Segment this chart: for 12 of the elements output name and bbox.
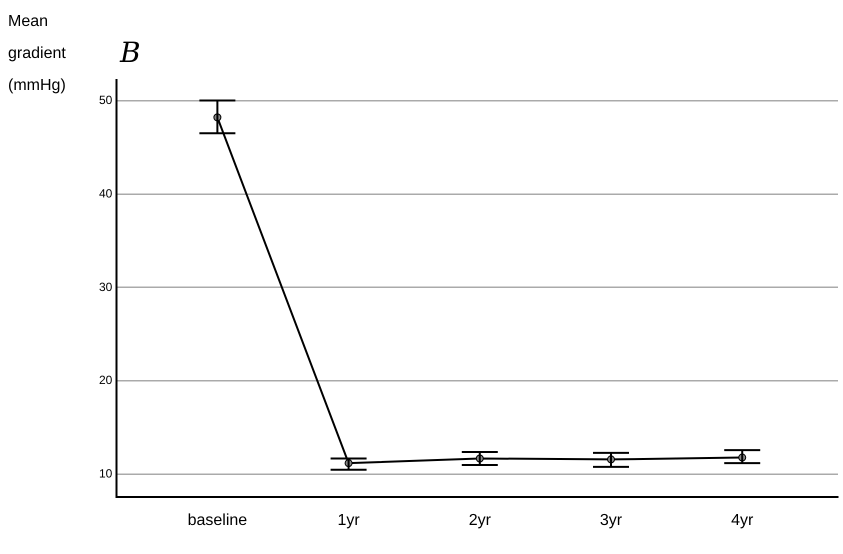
y-tick-label: 50 xyxy=(98,92,113,107)
x-tick-label: 3yr xyxy=(600,512,623,529)
x-tick-label: 1yr xyxy=(337,512,360,529)
x-tick-label: baseline xyxy=(188,512,248,529)
y-tick-label: 20 xyxy=(98,373,113,388)
y-axis-title: Mean gradient (mmHg) xyxy=(8,12,67,96)
x-tick-label: 4yr xyxy=(731,512,754,529)
y-tick-label: 30 xyxy=(98,280,113,294)
chart-title: B xyxy=(120,36,141,69)
x-tick-label: 2yr xyxy=(468,512,492,529)
y-tick-label: 40 xyxy=(98,186,113,200)
y-tick-label: 10 xyxy=(98,466,113,481)
